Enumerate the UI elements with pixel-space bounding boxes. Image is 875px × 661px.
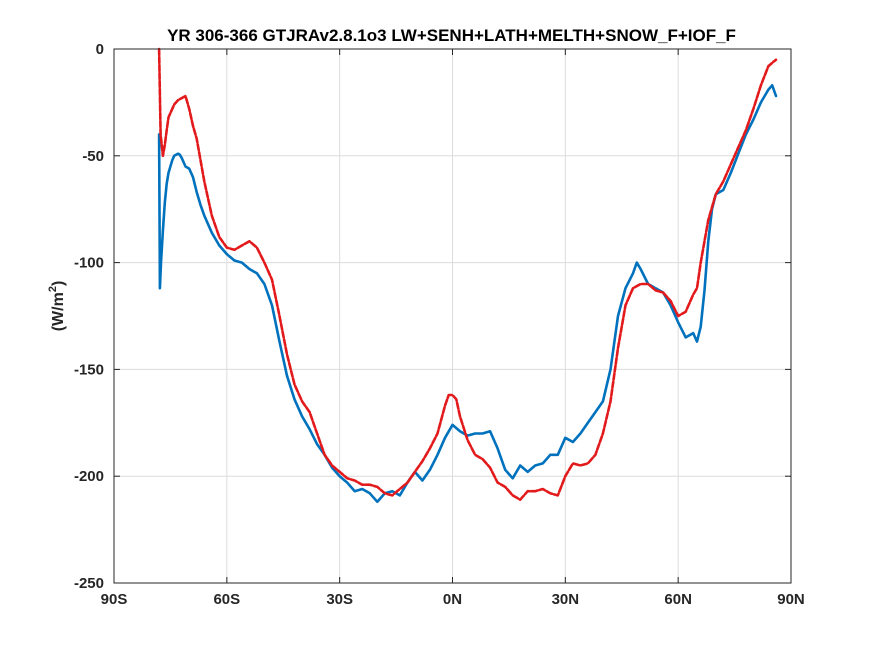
y-axis-label: (W/m2) [47,281,67,332]
y-axis-label-superscript: 2 [47,286,59,292]
x-tick-label: 90S [101,591,128,608]
y-tick-label: -50 [82,148,104,165]
y-tick-label: -200 [74,468,104,485]
y-tick-label: 0 [96,41,104,58]
x-tick-label: 30S [326,591,353,608]
y-tick-label: -250 [74,575,104,592]
y-tick-label: -100 [74,255,104,272]
x-tick-label: 90N [777,591,805,608]
y-tick-label: -150 [74,361,104,378]
series-line-2 [157,47,778,501]
x-tick-label: 0N [443,591,462,608]
y-axis-label-end: ) [50,281,67,286]
chart-title: YR 306-366 GTJRAv2.8.1o3 LW+SENH+LATH+ME… [167,26,736,45]
axis-ticks: 90S 60S 30S 0N 30N 60N 90N 0 -50 -100 -150 -200 -250 [74,41,805,608]
series-layer [157,47,778,504]
x-tick-label: 60N [664,591,692,608]
y-axis-label-base: (W/m [50,292,67,331]
x-tick-label: 60S [213,591,240,608]
x-tick-label: 30N [552,591,580,608]
series-line-1 [157,84,778,504]
